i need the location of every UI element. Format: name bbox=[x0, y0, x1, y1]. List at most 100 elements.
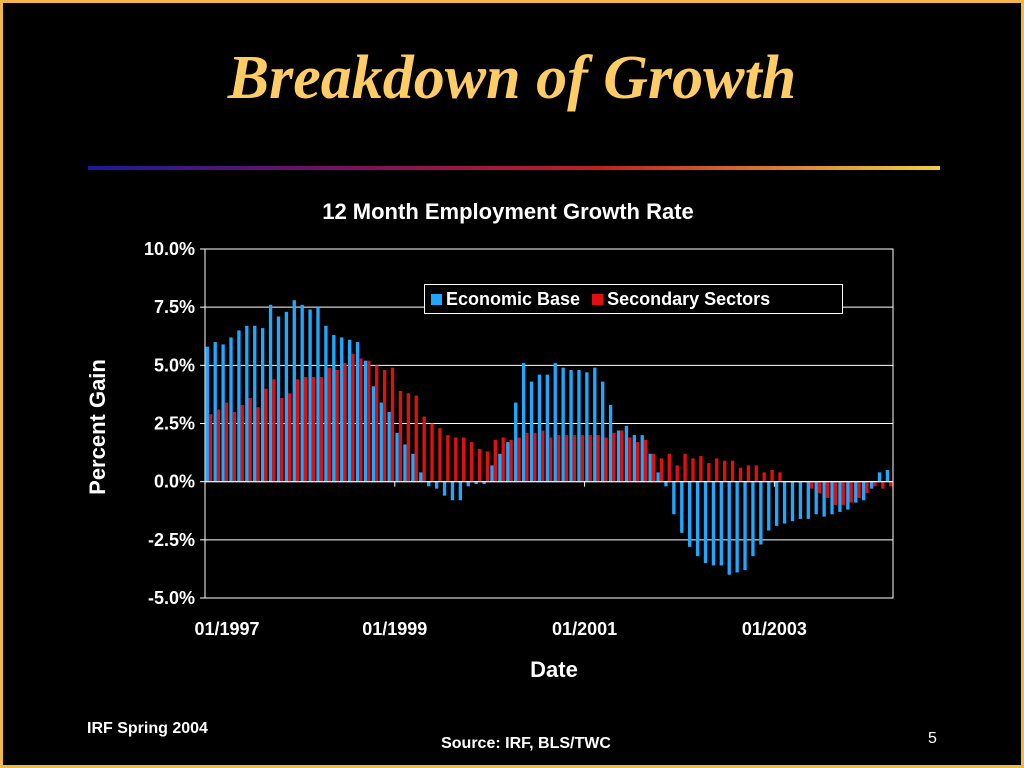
economic-base-bar bbox=[521, 363, 526, 482]
secondary-sectors-bar bbox=[738, 467, 743, 482]
economic-base-bar bbox=[640, 435, 644, 482]
secondary-sectors-bar bbox=[635, 442, 640, 482]
economic-base-bar bbox=[221, 344, 225, 482]
economic-base-bar bbox=[387, 411, 391, 482]
footer-source: Source: IRF, BLS/TWC bbox=[441, 735, 611, 752]
economic-base-bar bbox=[545, 374, 549, 482]
economic-base-bar bbox=[577, 369, 581, 482]
economic-base-bar bbox=[561, 367, 565, 482]
secondary-sectors-bar bbox=[240, 404, 244, 482]
secondary-sectors-bar bbox=[430, 423, 434, 482]
secondary-sectors-bar bbox=[628, 437, 632, 482]
y-tick-label: 5.0% bbox=[154, 355, 195, 375]
page-number: 5 bbox=[928, 730, 937, 747]
economic-base-bar bbox=[498, 453, 502, 482]
secondary-sectors-bar bbox=[889, 481, 893, 487]
y-tick-label: 0.0% bbox=[154, 472, 195, 492]
secondary-sectors-bar bbox=[509, 439, 513, 482]
economic-base-bar bbox=[395, 432, 399, 482]
secondary-sectors-bar bbox=[643, 439, 648, 482]
economic-base-bar bbox=[877, 472, 882, 482]
economic-base-bar bbox=[569, 369, 573, 482]
economic-base-bar bbox=[450, 481, 455, 501]
secondary-sectors-bar bbox=[817, 481, 822, 494]
secondary-sectors-bar bbox=[572, 435, 577, 482]
economic-base-bar bbox=[862, 481, 866, 501]
economic-base-bar bbox=[751, 481, 755, 557]
economic-base-bar bbox=[601, 381, 605, 482]
secondary-sectors-bar bbox=[224, 402, 229, 482]
y-tick-label: 7.5% bbox=[154, 297, 195, 317]
economic-base-bar bbox=[442, 481, 447, 496]
chart-plot: 10.0% 7.5% 5.0% 2.5% 0.0% -2.5% -5.0% 01/1997 01… bbox=[144, 239, 894, 639]
economic-base-bar bbox=[585, 372, 589, 482]
secondary-sectors-bar bbox=[272, 379, 276, 482]
x-tick-label: 01/2001 bbox=[552, 619, 617, 639]
y-tick-label: 10.0% bbox=[144, 239, 195, 259]
economic-base-bar bbox=[782, 481, 787, 524]
secondary-sectors-bar bbox=[335, 369, 339, 482]
legend-item-secondary-sectors: Secondary Sectors bbox=[592, 289, 770, 310]
secondary-sectors-bar bbox=[651, 453, 656, 482]
economic-base-bar bbox=[529, 381, 534, 482]
economic-base-bar bbox=[340, 337, 344, 482]
economic-base-bar bbox=[688, 481, 692, 547]
legend-label-economic-base: Economic Base bbox=[446, 288, 581, 309]
secondary-sectors-bar bbox=[746, 465, 751, 482]
secondary-sectors-bar bbox=[541, 430, 545, 482]
economic-base-bar bbox=[308, 309, 312, 482]
secondary-sectors-bar bbox=[754, 465, 758, 482]
economic-base-bar bbox=[616, 430, 621, 482]
secondary-sectors-bar bbox=[517, 437, 521, 482]
economic-base-bar bbox=[237, 330, 241, 482]
economic-base-bar bbox=[514, 402, 518, 482]
economic-base-bar bbox=[506, 442, 510, 482]
legend-item-economic-base: Economic Base bbox=[431, 289, 580, 310]
economic-base-bar bbox=[790, 481, 795, 522]
gradient-divider bbox=[88, 166, 940, 170]
y-tick-label: -5.0% bbox=[148, 588, 195, 608]
economic-base-bar bbox=[268, 304, 273, 482]
slide-title: Breakdown of Growth bbox=[227, 44, 797, 112]
economic-base-bar bbox=[759, 481, 763, 545]
economic-base-bar bbox=[316, 307, 320, 482]
economic-base-bar bbox=[632, 435, 636, 482]
secondary-sectors-bar bbox=[501, 437, 505, 482]
secondary-sectors-bar bbox=[406, 393, 410, 482]
secondary-sectors-bar bbox=[232, 411, 236, 482]
secondary-sectors-bar bbox=[691, 458, 695, 482]
economic-base-bar bbox=[814, 481, 818, 515]
secondary-sectors-bar bbox=[833, 481, 838, 505]
secondary-sectors-bar bbox=[580, 435, 584, 482]
secondary-sectors-bar bbox=[375, 365, 379, 482]
secondary-sectors-bar bbox=[327, 367, 331, 482]
secondary-sectors-bar bbox=[280, 397, 284, 482]
secondary-sectors-bar bbox=[264, 388, 268, 482]
secondary-sectors-bar bbox=[604, 437, 608, 482]
secondary-sectors-bar bbox=[556, 435, 561, 482]
secondary-sectors-bar bbox=[288, 393, 292, 482]
secondary-sectors-bar bbox=[659, 458, 664, 482]
secondary-sectors-bar bbox=[778, 472, 782, 482]
secondary-sectors-bar bbox=[525, 432, 529, 482]
economic-base-bar bbox=[695, 481, 700, 557]
economic-base-bar bbox=[593, 367, 597, 482]
secondary-sectors-bar bbox=[216, 409, 221, 482]
secondary-sectors-bar bbox=[707, 463, 711, 482]
economic-base-bar bbox=[608, 404, 613, 482]
secondary-sectors-bar bbox=[438, 428, 442, 482]
economic-base-bar bbox=[434, 481, 439, 489]
secondary-sectors-bar bbox=[493, 439, 497, 482]
economic-base-bar bbox=[798, 481, 803, 519]
secondary-sectors-bar bbox=[477, 449, 482, 482]
economic-base-bar bbox=[735, 481, 739, 573]
x-tick-label: 01/2003 bbox=[742, 619, 807, 639]
economic-base-bar bbox=[830, 481, 834, 515]
economic-base-bar bbox=[363, 360, 368, 482]
secondary-sectors-bar bbox=[809, 481, 814, 489]
secondary-sectors-bar bbox=[351, 353, 355, 482]
secondary-sectors-bar bbox=[730, 460, 735, 482]
x-tick-label: 01/1997 bbox=[194, 619, 259, 639]
economic-base-bar bbox=[656, 472, 660, 482]
